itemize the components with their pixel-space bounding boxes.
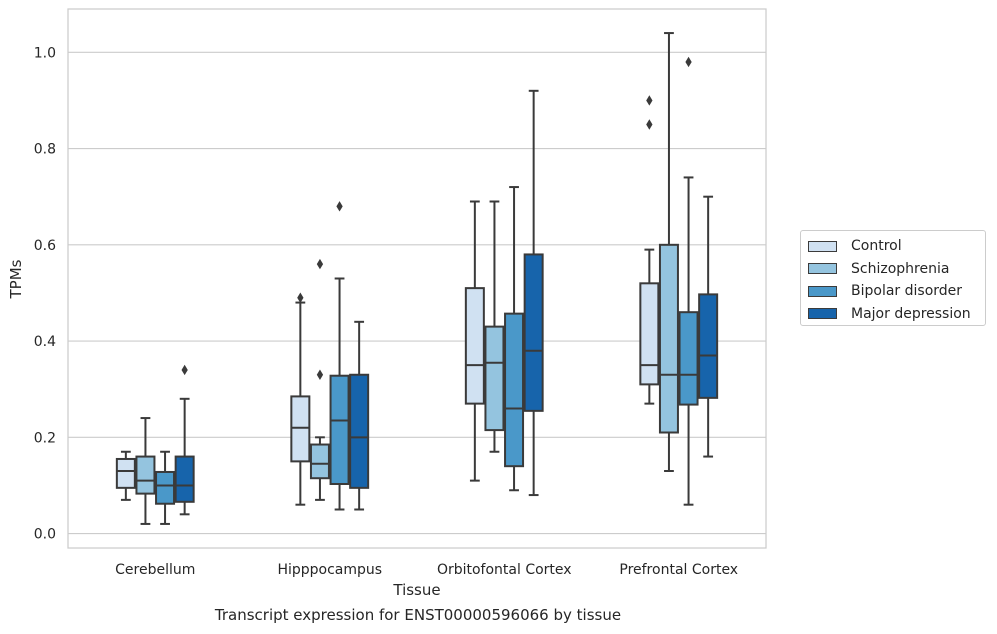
box-iqr [504, 312, 525, 468]
y-tick-label: 0.2 [34, 430, 56, 446]
box-iqr [658, 243, 679, 434]
legend-item: Bipolar disorder [808, 280, 985, 303]
legend-swatch [808, 285, 837, 297]
box-iqr [639, 282, 660, 386]
box-major-depression [698, 195, 719, 458]
box-control [115, 450, 136, 501]
box-iqr [290, 395, 311, 463]
y-axis-title: TPMs [7, 259, 25, 299]
box-bipolar-disorder [329, 201, 350, 511]
outlier-point [336, 201, 343, 212]
outlier-point [646, 95, 653, 106]
y-tick-label: 0.6 [34, 238, 56, 254]
box-schizophrenia [309, 258, 330, 501]
outlier-point [181, 364, 188, 376]
x-axis-title: Tissue [392, 581, 440, 599]
legend-label: Bipolar disorder [851, 283, 963, 300]
legend-item: Control [808, 235, 985, 258]
outlier-point [297, 292, 304, 303]
box-bipolar-disorder [155, 450, 176, 525]
box-bipolar-disorder [678, 56, 699, 506]
outlier-point [316, 369, 324, 380]
box-plot-series [115, 32, 719, 525]
legend-label: Major depression [851, 305, 971, 322]
outlier-point [316, 258, 324, 270]
x-tick-label: Orbitofontal Cortex [437, 562, 572, 578]
x-tick-label: Hipppocampus [277, 562, 382, 578]
box-iqr [698, 293, 719, 399]
y-tick-label: 0.0 [34, 527, 56, 543]
legend-swatch [808, 263, 837, 275]
box-iqr [309, 443, 330, 480]
y-tick-label: 0.4 [34, 334, 56, 350]
box-iqr [174, 455, 195, 503]
plot-area-frame [67, 8, 767, 549]
box-schizophrenia [658, 32, 679, 472]
box-control [464, 200, 485, 482]
box-control [639, 95, 660, 405]
box-control [290, 292, 311, 506]
box-major-depression [349, 320, 370, 511]
outlier-point [685, 56, 692, 68]
box-major-depression [523, 89, 544, 497]
box-schizophrenia [135, 417, 156, 525]
box-iqr [155, 470, 176, 505]
outlier-point [646, 119, 653, 130]
legend-swatch [808, 308, 837, 320]
box-schizophrenia [484, 200, 505, 453]
y-axis-ticks: 0.0 0.2 0.4 0.6 0.8 1.0 [34, 45, 56, 542]
x-tick-label: Cerebellum [115, 562, 195, 578]
legend-label: Schizophrenia [851, 260, 950, 277]
legend-swatch [808, 240, 837, 252]
legend-item: Schizophrenia [808, 258, 985, 281]
legend-label: Control [851, 238, 902, 255]
y-tick-label: 1.0 [34, 45, 56, 61]
figure-caption: Transcript expression for ENST0000059606… [214, 606, 622, 624]
box-iqr [349, 373, 370, 489]
box-iqr [523, 253, 544, 412]
box-major-depression [174, 364, 195, 516]
box-iqr [484, 325, 505, 432]
chart-legend: Control Schizophrenia Bipolar disorder Majo… [800, 230, 986, 326]
box-iqr [678, 311, 699, 406]
x-axis-ticks: Cerebellum Hipppocampus Orbitofontal Corte… [115, 562, 738, 578]
x-tick-label: Prefrontal Cortex [619, 562, 738, 578]
box-iqr [329, 374, 350, 485]
box-iqr [115, 457, 136, 489]
box-bipolar-disorder [504, 186, 525, 492]
y-tick-label: 0.8 [34, 142, 56, 158]
box-iqr [135, 455, 156, 495]
box-iqr [464, 287, 485, 405]
legend-item: Major depression [808, 303, 985, 326]
